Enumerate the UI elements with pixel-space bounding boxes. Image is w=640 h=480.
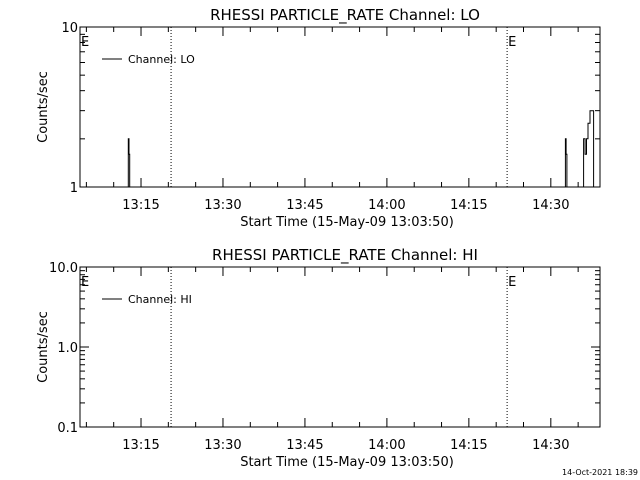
hi-y-tick-label: 0.1	[57, 421, 78, 436]
hi-y-tick-label: 1.0	[57, 341, 78, 356]
lo-legend-label: Channel: LO	[128, 53, 195, 66]
lo-chart-title: RHESSI PARTICLE_RATE Channel: LO	[210, 6, 480, 25]
hi-x-axis-label: Start Time (15-May-09 13:03:50)	[240, 455, 454, 470]
hi-event-marker-label: E	[508, 275, 516, 290]
hi-chart-title: RHESSI PARTICLE_RATE Channel: HI	[212, 246, 478, 265]
lo-x-tick-label: 13:45	[286, 198, 323, 213]
hi-y-tick-label: 10.0	[49, 261, 78, 276]
lo-event-marker-label: E	[81, 35, 89, 50]
hi-y-axis-label: Counts/sec	[36, 311, 51, 383]
lo-y-tick-label: 1	[70, 181, 78, 196]
hi-event-marker-label: E	[81, 275, 89, 290]
generation-timestamp: 14-Oct-2021 18:39	[562, 468, 638, 477]
lo-y-axis-label: Counts/sec	[36, 71, 51, 143]
lo-event-marker-label: E	[508, 35, 516, 50]
hi-x-tick-label: 14:15	[450, 438, 487, 453]
hi-x-tick-label: 13:45	[286, 438, 323, 453]
lo-x-tick-label: 14:15	[450, 198, 487, 213]
lo-x-tick-label: 14:30	[532, 198, 569, 213]
hi-x-tick-label: 14:30	[532, 438, 569, 453]
hi-x-tick-label: 14:00	[368, 438, 405, 453]
lo-x-axis-label: Start Time (15-May-09 13:03:50)	[240, 215, 454, 230]
hi-plot-frame	[79, 266, 601, 428]
lo-series-line	[127, 110, 595, 188]
lo-x-tick-label: 13:30	[204, 198, 241, 213]
lo-x-tick-label: 13:15	[122, 198, 159, 213]
lo-y-tick-label: 10	[61, 21, 78, 36]
hi-legend-label: Channel: HI	[128, 293, 192, 306]
lo-plot-frame	[79, 26, 601, 188]
hi-x-tick-label: 13:15	[122, 438, 159, 453]
lo-x-tick-label: 14:00	[368, 198, 405, 213]
hi-x-tick-label: 13:30	[204, 438, 241, 453]
